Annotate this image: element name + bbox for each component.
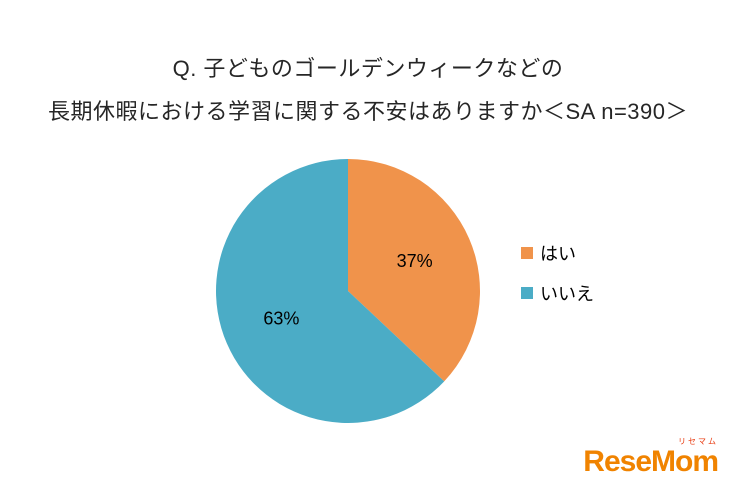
legend-label-no: いいえ xyxy=(540,284,594,304)
pie-slice-0 xyxy=(348,159,480,382)
legend-item-yes: はい xyxy=(521,240,594,266)
legend-swatch-no xyxy=(521,287,533,299)
legend: はい いいえ xyxy=(521,240,594,306)
legend-label-yes: はい xyxy=(540,244,576,264)
chart-title-line1: Q. 子どものゴールデンウィークなどの xyxy=(172,56,564,81)
logo-ruby-text: リセマム xyxy=(678,437,718,446)
chart-title-line2: 長期休暇における学習に関する不安はありますか＜SA n=390＞ xyxy=(47,98,689,124)
pie-slice-label-0: 37% xyxy=(397,251,433,271)
logo-text: ReseMom xyxy=(583,445,719,478)
legend-swatch-yes xyxy=(521,247,533,259)
resemom-logo: リセマム ReseMom xyxy=(583,437,719,478)
pie-slice-label-1: 63% xyxy=(263,309,299,329)
pie-slice-1 xyxy=(216,159,445,423)
chart-title: Q. 子どものゴールデンウィークなどの 長期休暇における学習に関する不安はありま… xyxy=(0,48,736,134)
legend-item-no: いいえ xyxy=(521,280,594,306)
